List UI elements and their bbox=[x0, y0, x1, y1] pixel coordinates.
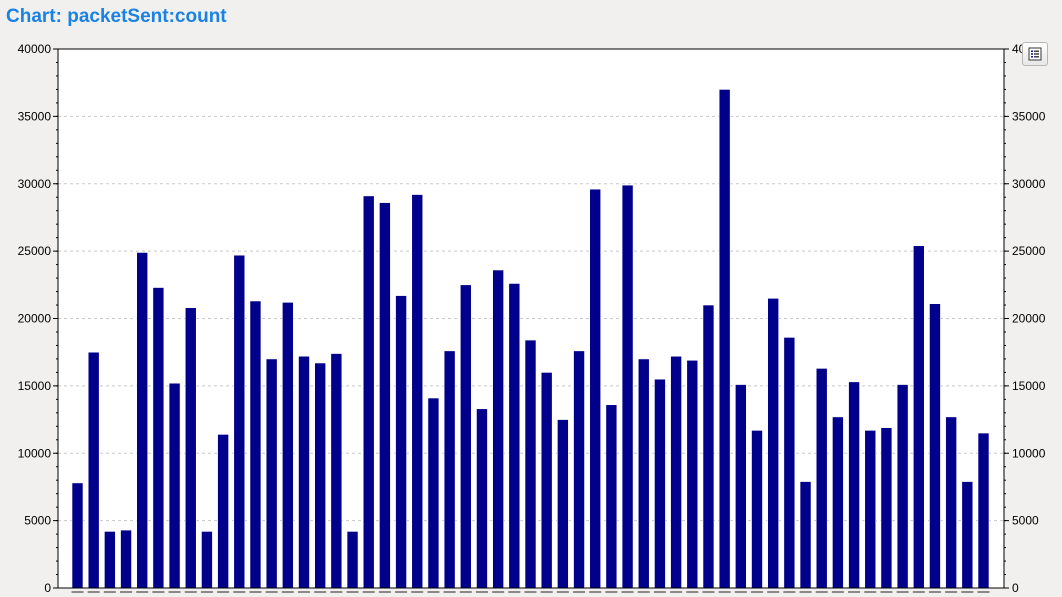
bar bbox=[767, 297, 779, 589]
y-tick-label-left: 25000 bbox=[18, 244, 52, 258]
bar bbox=[379, 202, 391, 589]
y-tick-label-left: 30000 bbox=[18, 177, 52, 191]
bar bbox=[605, 404, 618, 589]
bar bbox=[912, 245, 925, 589]
bar bbox=[686, 359, 699, 589]
bar bbox=[362, 195, 375, 589]
bar bbox=[702, 304, 715, 589]
y-axis-left: 0 5000 10000 15000 20000 25000 30000 35000 40000 bbox=[18, 42, 58, 595]
bar bbox=[136, 252, 149, 589]
chart-title: Chart: packetSent:count bbox=[6, 6, 227, 27]
bar bbox=[637, 358, 650, 589]
bar bbox=[249, 300, 262, 589]
bar bbox=[589, 188, 602, 589]
bar bbox=[87, 351, 100, 589]
y-tick-label-right: 0 bbox=[1012, 581, 1019, 595]
y-tick-label-left: 40000 bbox=[18, 42, 52, 56]
bar bbox=[783, 337, 796, 589]
y-tick-label-right: 10000 bbox=[1012, 446, 1046, 460]
bar bbox=[832, 416, 844, 589]
legend-toggle-button[interactable] bbox=[1022, 42, 1048, 66]
bar bbox=[459, 284, 472, 589]
bar bbox=[848, 381, 860, 589]
bar bbox=[751, 430, 763, 589]
bar bbox=[799, 481, 812, 589]
gridlines bbox=[58, 115, 1004, 522]
y-tick-label-right: 35000 bbox=[1012, 109, 1046, 123]
y-tick-label-right: 25000 bbox=[1012, 244, 1046, 258]
bar bbox=[346, 531, 359, 589]
bar bbox=[395, 295, 407, 589]
bar bbox=[443, 350, 456, 589]
bar bbox=[945, 416, 957, 589]
bar bbox=[961, 481, 974, 589]
bar bbox=[330, 353, 343, 589]
bar bbox=[217, 434, 229, 589]
bar bbox=[168, 382, 181, 589]
bar bbox=[298, 355, 310, 589]
bar bbox=[152, 287, 165, 589]
bars bbox=[71, 89, 990, 589]
bar bbox=[718, 89, 731, 589]
bar bbox=[120, 529, 132, 589]
bar bbox=[184, 307, 197, 589]
bar bbox=[735, 384, 747, 589]
bar bbox=[864, 430, 877, 589]
bar bbox=[427, 397, 440, 589]
bar bbox=[573, 350, 585, 589]
y-tick-label-left: 5000 bbox=[24, 514, 51, 528]
bar bbox=[670, 355, 682, 589]
bar bbox=[654, 378, 666, 589]
bar bbox=[880, 427, 893, 589]
bar bbox=[929, 303, 941, 589]
y-tick-label-left: 35000 bbox=[18, 109, 52, 123]
y-tick-label-right: 30000 bbox=[1012, 177, 1046, 191]
bar bbox=[557, 419, 569, 589]
bar bbox=[314, 362, 326, 589]
bar bbox=[104, 531, 116, 589]
bar bbox=[508, 283, 521, 589]
bar bbox=[233, 254, 246, 589]
y-tick-label-right: 5000 bbox=[1012, 514, 1039, 528]
bar bbox=[71, 482, 84, 589]
bar bbox=[411, 194, 424, 589]
y-tick-label-left: 0 bbox=[44, 581, 51, 595]
bar bbox=[265, 358, 278, 589]
bar bbox=[201, 531, 213, 589]
bar bbox=[476, 408, 488, 589]
bar bbox=[621, 184, 634, 589]
y-tick-label-right: 20000 bbox=[1012, 312, 1046, 326]
y-tick-label-left: 15000 bbox=[18, 379, 52, 393]
bar bbox=[977, 432, 990, 589]
bar bbox=[492, 269, 504, 589]
legend-list-icon bbox=[1028, 47, 1042, 61]
bar bbox=[815, 368, 828, 589]
bar bbox=[896, 384, 909, 589]
bar bbox=[282, 302, 294, 589]
bar bbox=[540, 372, 553, 589]
y-tick-label-right: 15000 bbox=[1012, 379, 1046, 393]
bar bbox=[524, 339, 537, 589]
y-tick-label-left: 20000 bbox=[18, 312, 52, 326]
y-tick-label-left: 10000 bbox=[18, 446, 52, 460]
